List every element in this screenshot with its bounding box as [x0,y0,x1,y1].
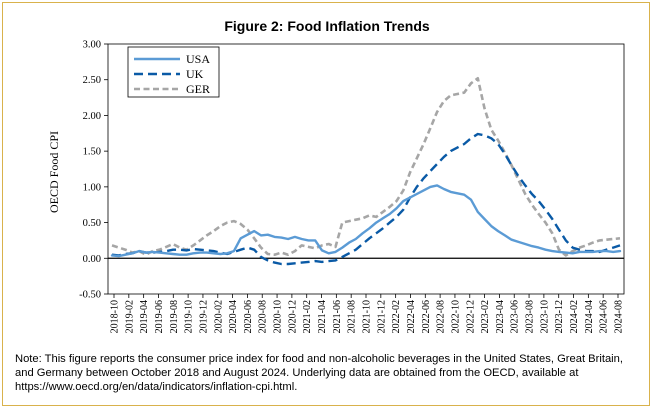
x-tick-label: 2021-12 [376,300,387,333]
x-tick-label: 2020-06 [243,300,254,333]
x-tick-label: 2021-10 [362,300,373,333]
x-tick-label: 2021-06 [332,300,343,333]
chart-title: Figure 2: Food Inflation Trends [224,18,430,34]
x-tick-label: 2022-10 [450,300,461,333]
x-tick-label: 2020-08 [258,300,269,333]
x-tick-label: 2022-04 [406,300,417,333]
legend-label-usa: USA [186,52,210,66]
series-line-ger [111,77,621,257]
x-tick-label: 2020-10 [273,300,284,333]
x-tick-label: 2023-12 [554,300,565,333]
x-tick-label: 2022-06 [421,300,432,333]
figure-note: Note: This figure reports the consumer p… [15,353,623,393]
x-tick-label: 2019-04 [139,300,150,333]
x-tick-label: 2024-04 [584,300,595,333]
x-tick-label: 2020-02 [213,300,224,333]
x-tick-label: 2023-02 [480,300,491,333]
x-tick-label: 2023-04 [495,300,506,333]
x-tick-label: 2019-06 [154,300,165,333]
x-tick-label: 2020-12 [287,300,298,333]
x-tick-label: 2024-02 [569,300,580,333]
legend-label-uk: UK [186,67,204,81]
x-tick-label: 2022-08 [436,300,447,333]
series-line-usa [110,184,622,258]
y-axis-label: OECD Food CPI [47,131,61,213]
x-tick-label: 2023-10 [539,300,550,333]
x-tick-label: 2021-02 [302,300,313,333]
y-tick-label: 3.00 [83,40,101,51]
x-tick-label: 2023-08 [525,300,536,333]
x-tick-label: 2019-08 [169,300,180,333]
y-tick-label: 0.00 [83,254,101,265]
x-tick-label: 2019-10 [184,300,195,333]
y-tick-label: 1.50 [83,147,101,158]
y-tick-label: -0.50 [79,290,101,301]
x-tick-label: 2018-10 [110,300,121,333]
x-tick-label: 2023-06 [510,300,521,333]
series-line-uk [111,132,621,266]
y-tick-label: 1.00 [83,182,101,193]
x-tick-label: 2024-08 [614,300,625,333]
x-tick-label: 2021-04 [317,300,328,333]
x-tick-label: 2022-02 [391,300,402,333]
x-tick-label: 2021-08 [347,300,358,333]
y-tick-label: 2.50 [83,75,101,86]
x-tick-label: 2022-12 [465,300,476,333]
x-tick-label: 2019-12 [198,300,209,333]
x-tick-label: 2019-02 [124,300,135,333]
line-chart: 3.00 2.50 2.00 1.50 1.00 0.50 0.00 -0.50 2018-1… [47,40,625,334]
y-tick-label: 2.00 [83,111,101,122]
x-tick-label: 2020-04 [228,300,239,333]
legend-label-ger: GER [186,82,210,96]
y-tick-label: 0.50 [83,218,101,229]
x-tick-label: 2024-06 [599,300,610,333]
